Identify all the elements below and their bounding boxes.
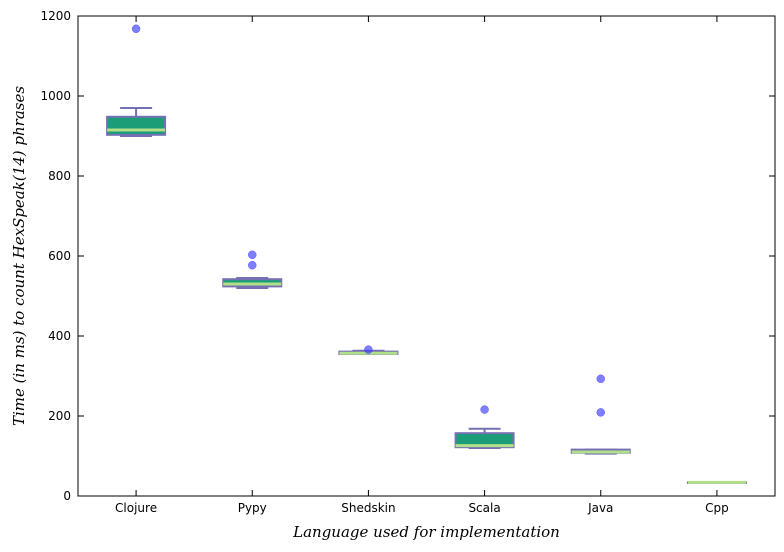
x-tick-label-java: Java	[587, 501, 613, 515]
x-tick-label-scala: Scala	[468, 501, 500, 515]
outlier-point	[131, 24, 141, 34]
x-axis-title: Language used for implementation	[292, 523, 560, 541]
box-iqr	[454, 432, 515, 449]
y-tick-label: 0	[63, 489, 71, 503]
outlier-point	[596, 374, 605, 384]
x-tick-label-clojure: Clojure	[115, 501, 157, 515]
outlier-point	[480, 405, 489, 414]
y-tick-label: 600	[48, 249, 71, 263]
outlier-point	[248, 250, 257, 260]
y-tick-label: 400	[48, 329, 71, 343]
y-tick-label: 1000	[40, 89, 71, 103]
box-cpp	[686, 480, 747, 484]
outlier-point	[596, 408, 605, 417]
x-tick-label-pypy: Pypy	[238, 501, 267, 515]
outlier-point	[364, 345, 373, 354]
box-iqr	[106, 115, 167, 136]
y-tick-label: 800	[48, 169, 71, 183]
boxes-layer	[106, 24, 747, 484]
box-java	[570, 374, 631, 455]
x-tick-label-shedskin: Shedskin	[341, 501, 395, 515]
x-axis: Clojure Pypy Shedskin Scala Java Cpp	[115, 16, 729, 515]
y-tick-label: 1200	[40, 9, 71, 23]
box-pypy	[222, 250, 283, 289]
box-shedskin	[338, 345, 399, 356]
y-tick-label: 200	[48, 409, 71, 423]
box-clojure	[106, 24, 167, 137]
y-axis: 0 200 400 600 800 1000 1200	[40, 9, 775, 503]
box-scala	[454, 405, 515, 449]
y-axis-title: Time (in ms) to count HexSpeak(14) phras…	[10, 86, 28, 426]
x-tick-label-cpp: Cpp	[705, 501, 729, 515]
outlier-point	[248, 260, 257, 270]
plot-frame	[77, 15, 776, 497]
